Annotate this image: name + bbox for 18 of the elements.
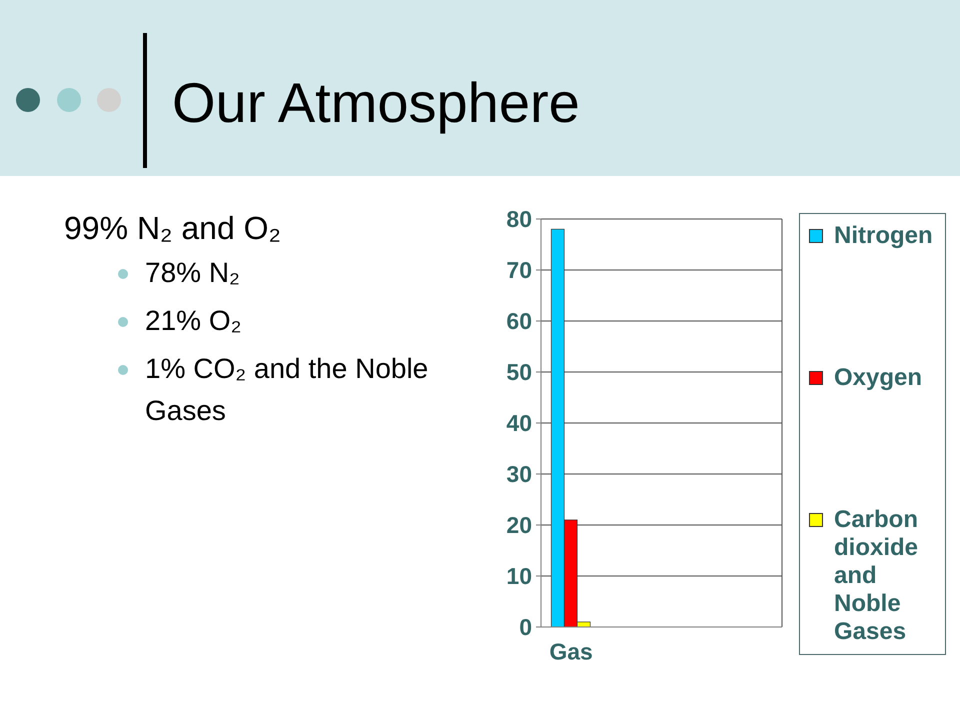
legend-label: Oxygen [834,364,924,392]
text: 21% O₂ [145,304,242,338]
legend-label: Nitrogen [834,222,934,250]
y-tick-label: 70 [506,257,532,284]
x-tick-label: Gas [549,638,593,664]
y-tick-label: 10 [506,563,532,590]
text: 1% CO₂ and the Noble Gases [145,352,430,428]
y-tick-label: 0 [519,614,532,640]
y-tick-label: 20 [506,512,532,538]
legend-label: Carbon dioxide and Noble Gases [834,506,920,646]
y-tick-label: 50 [506,359,532,386]
chart-title: Our Atmosphere [172,71,580,134]
y-tick-label: 30 [506,461,532,488]
text: 78% N₂ [145,256,241,290]
y-tick-label: 80 [506,206,532,232]
y-tick-label: 60 [506,308,532,334]
y-tick-label: 40 [506,410,532,436]
text: 99% N₂ and O₂ [64,209,282,247]
